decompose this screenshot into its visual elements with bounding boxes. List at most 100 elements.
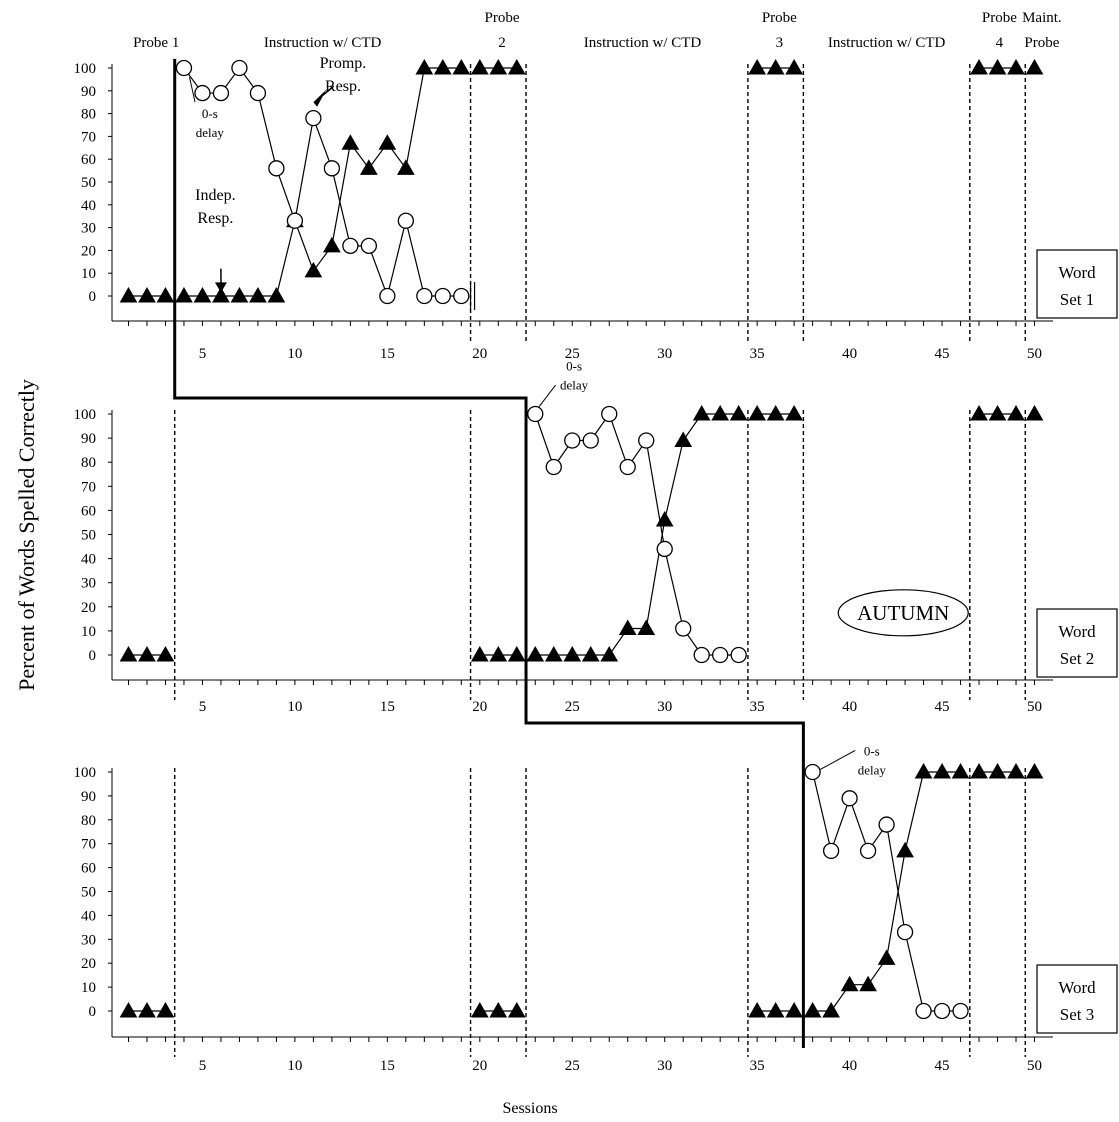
delay-leader — [538, 384, 557, 408]
y-tick-label: 20 — [81, 243, 96, 259]
annotation-line: 0-s — [566, 359, 582, 374]
data-point-triangle — [212, 286, 230, 303]
data-point-circle — [323, 160, 341, 177]
phase-label: Probe 2 — [484, 10, 519, 51]
y-tick-label: 100 — [74, 407, 97, 423]
data-point-triangle — [970, 404, 988, 421]
data-point-triangle — [452, 58, 471, 75]
word-set-label: Word Set 3 — [1058, 978, 1096, 1024]
data-point-circle — [527, 405, 544, 423]
word-set-box — [1036, 608, 1118, 678]
data-point-triangle — [692, 404, 711, 421]
y-tick-label: 0 — [89, 289, 97, 305]
x-tick-label: 25 — [565, 1058, 580, 1074]
annotation: 0-s delay — [560, 359, 589, 393]
word-set-label-line: Set 2 — [1060, 649, 1094, 668]
series-prompted — [527, 405, 747, 664]
annotation-line: Resp. — [197, 210, 233, 227]
data-point-triangle — [748, 58, 767, 75]
x-tick-label: 5 — [199, 1058, 207, 1074]
data-point-circle — [896, 923, 914, 941]
data-point-circle — [286, 212, 304, 229]
x-tick-label: 35 — [750, 699, 765, 715]
x-tick-label: 10 — [287, 1058, 302, 1074]
data-point-triangle — [119, 1001, 138, 1018]
data-point-triangle — [470, 1001, 489, 1018]
annotation: 0-s delay — [196, 106, 225, 140]
data-point-triangle — [119, 645, 138, 662]
data-point-circle — [619, 458, 636, 476]
data-point-triangle — [988, 404, 1007, 421]
x-tick-label: 20 — [472, 699, 487, 715]
phase-change-staircase — [173, 58, 805, 1048]
x-axis-label: Sessions — [502, 1100, 557, 1117]
data-point-circle — [416, 287, 433, 305]
delay-leader — [189, 77, 196, 103]
data-point-triangle — [785, 58, 803, 75]
data-point-circle — [804, 763, 821, 781]
x-tick-label: 5 — [199, 699, 207, 715]
phase-label-line: Probe — [484, 10, 519, 26]
data-point-triangle — [970, 58, 988, 75]
arrow-head — [214, 282, 227, 293]
y-tick-label: 20 — [81, 600, 96, 616]
x-tick-label: 40 — [842, 699, 857, 715]
data-point-triangle — [415, 58, 434, 75]
y-tick-label: 30 — [81, 221, 96, 237]
data-point-triangle — [304, 261, 323, 278]
phase-label-line: 3 — [776, 35, 784, 51]
phase-label-line: 4 — [996, 35, 1004, 51]
x-tick-label: 10 — [287, 346, 302, 362]
data-point-triangle — [470, 58, 489, 75]
x-tick-label: 45 — [935, 1058, 950, 1074]
x-tick-label: 25 — [565, 346, 580, 362]
data-point-circle — [822, 842, 840, 860]
series-line — [183, 67, 462, 297]
word-set-label-line: Set 3 — [1060, 1005, 1094, 1024]
data-point-triangle — [507, 58, 526, 75]
x-tick-label: 50 — [1027, 346, 1042, 362]
x-tick-label: 10 — [287, 699, 302, 715]
data-point-triangle — [156, 645, 175, 662]
panel-word-set-2: 0 10 20 30 40 50 60 70 80 90 100 5 10 15 20 25 30 35 40 45 5… — [74, 359, 1118, 715]
data-point-circle — [582, 432, 599, 449]
data-point-circle — [175, 59, 193, 77]
data-point-triangle — [156, 286, 175, 303]
data-point-triangle — [637, 619, 656, 635]
y-tick-label: 50 — [81, 885, 96, 901]
data-point-triangle — [138, 1001, 156, 1018]
staircase-line — [173, 58, 805, 1048]
data-point-triangle — [507, 645, 526, 662]
delay-leader — [819, 750, 856, 771]
phase-label: Probe 1 — [133, 35, 179, 51]
data-point-circle — [915, 1002, 932, 1020]
phase-label: Instruction w/ CTD — [828, 35, 946, 51]
data-point-triangle — [859, 975, 877, 992]
data-point-triangle — [230, 286, 249, 303]
data-point-triangle — [138, 645, 156, 662]
data-point-triangle — [249, 286, 267, 303]
data-point-circle — [841, 790, 858, 807]
x-tick-label: 30 — [657, 1058, 672, 1074]
y-tick-label: 60 — [81, 861, 96, 877]
data-point-triangle — [507, 1001, 526, 1018]
word-set-box — [1036, 964, 1118, 1034]
x-tick-label: 45 — [935, 699, 950, 715]
data-point-triangle — [748, 404, 767, 421]
series-line — [812, 771, 961, 1012]
y-axis-label: Percent of Words Spelled Correctly — [14, 379, 39, 691]
data-point-triangle — [803, 1001, 822, 1018]
series-line — [534, 412, 739, 656]
data-point-circle — [360, 237, 378, 254]
data-point-triangle — [1007, 762, 1025, 779]
data-point-triangle — [1007, 58, 1025, 75]
participant-ellipse — [837, 589, 969, 637]
annotation-line: 0-s — [864, 743, 880, 758]
annotation-line: delay — [858, 762, 887, 777]
data-point-triangle — [1025, 762, 1044, 779]
x-tick-label: 5 — [199, 346, 207, 362]
data-point-triangle — [489, 58, 508, 75]
phase-label-line: 2 — [498, 35, 506, 51]
data-point-circle — [859, 842, 877, 860]
